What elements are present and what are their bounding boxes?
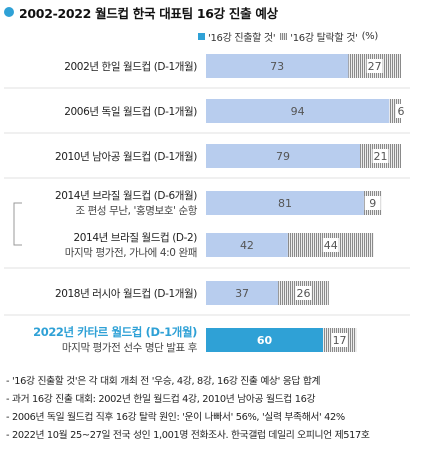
- category-label: 2002년 한일 월드컵 (D-1개월): [64, 60, 197, 73]
- footnote: - '16강 진출할 것'은 각 대회 개최 전 '우승, 4강, 8강, 16…: [6, 376, 321, 387]
- data-label-eliminated-bg: [366, 59, 383, 73]
- category-sublabel: 조 편성 무난, '홍명보호' 순항: [75, 204, 197, 217]
- bar-advance: [206, 54, 349, 78]
- bar-advance: [206, 281, 279, 305]
- bar-eliminated: [389, 99, 401, 123]
- data-label-eliminated-bg: [295, 286, 312, 300]
- footnote: - 2006년 독일 월드컵 직후 16강 탈락 원인: '운이 나빠서' 56…: [6, 412, 345, 423]
- data-label-advance: 42: [240, 239, 254, 252]
- legend-label-eliminated: '16강 탈락할 것': [290, 33, 358, 44]
- bar-advance: [206, 328, 323, 352]
- bar-advance: [206, 144, 361, 168]
- legend-swatch-advance: [198, 33, 205, 40]
- data-label-eliminated-bg: [396, 104, 406, 118]
- data-label-advance: 60: [257, 334, 273, 347]
- legend: '16강 진출할 것' '16강 탈락할 것' (%): [198, 29, 378, 44]
- title-bullet-icon: [4, 7, 14, 17]
- bar-advance: [206, 99, 390, 123]
- bar-advance: [206, 191, 364, 215]
- data-label-advance: 81: [278, 197, 292, 210]
- data-label-eliminated-bg: [322, 238, 339, 252]
- data-label-advance: 73: [270, 60, 284, 73]
- category-label: 2006년 독일 월드컵 (D-1개월): [64, 105, 197, 118]
- category-label: 2010년 남아공 월드컵 (D-1개월): [55, 150, 197, 163]
- category-label: 2014년 브라질 월드컵 (D-2): [73, 231, 197, 244]
- legend-label-advance: '16강 진출할 것': [208, 33, 276, 44]
- data-label-eliminated-bg: [331, 333, 348, 347]
- data-label-eliminated: 44: [324, 239, 338, 252]
- data-label-eliminated: 9: [369, 197, 376, 210]
- data-label-eliminated: 21: [374, 150, 388, 163]
- category-label: 2018년 러시아 월드컵 (D-1개월): [55, 287, 197, 300]
- category-label: 2014년 브라질 월드컵 (D-6개월): [55, 189, 197, 202]
- category-sublabel: 마지막 평가전, 가나에 4:0 완패: [65, 246, 197, 259]
- footnotes: - '16강 진출할 것'은 각 대회 개최 전 '우승, 4강, 8강, 16…: [6, 373, 418, 445]
- data-label-advance: 37: [235, 287, 249, 300]
- category-label: 2022년 카타르 월드컵 (D-1개월): [33, 325, 197, 339]
- data-label-eliminated: 17: [333, 334, 347, 347]
- footnote: - 과거 16강 진출 대회: 2002년 한일 월드컵 4강, 2010년 남…: [6, 394, 316, 405]
- data-label-eliminated: 27: [368, 60, 382, 73]
- data-label-eliminated-bg: [372, 149, 389, 163]
- data-label-eliminated: 6: [398, 105, 405, 118]
- data-label-eliminated-bg: [364, 196, 381, 210]
- data-label-advance: 79: [276, 150, 290, 163]
- chart-title: 2002-2022 월드컵 한국 대표팀 16강 진출 예상: [19, 5, 278, 21]
- data-label-eliminated: 26: [297, 287, 311, 300]
- data-label-advance: 94: [291, 105, 305, 118]
- category-sublabel: 마지막 평가전 선수 명단 발표 후: [62, 342, 198, 354]
- bar-advance: [206, 233, 288, 257]
- stacked-bar-chart: 2002년 한일 월드컵 (D-1개월) 73 27 2006년 독일 월드컵 (D-…: [4, 54, 410, 354]
- group-bracket-2014: [13, 202, 22, 246]
- legend-unit: (%): [361, 31, 379, 42]
- legend-swatch-eliminated: [280, 33, 288, 40]
- chart-title-row: 2002-2022 월드컵 한국 대표팀 16강 진출 예상: [4, 4, 278, 21]
- footnote: - 2022년 10월 25~27일 전국 성인 1,001명 전화조사. 한국…: [6, 430, 370, 441]
